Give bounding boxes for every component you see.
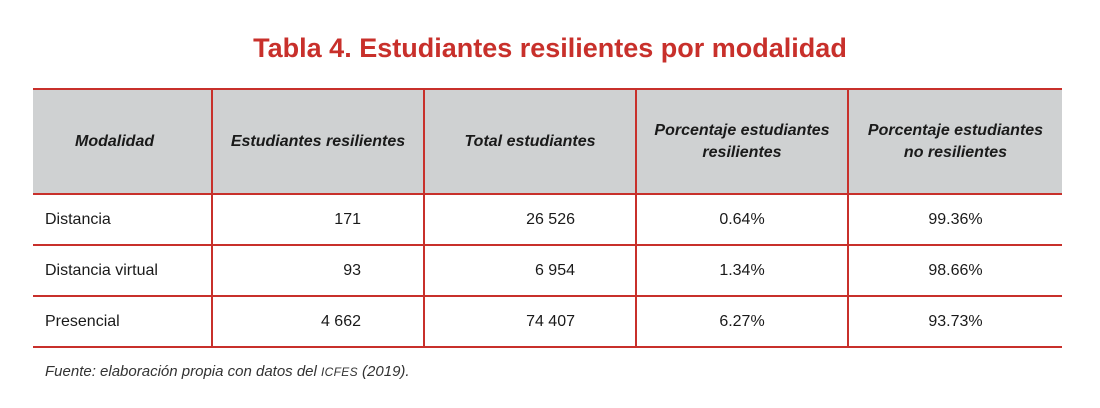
cell-estudiantes-resilientes: 4 662 [211, 295, 425, 348]
column-header-total-estudiantes: Total estudiantes [423, 88, 637, 195]
cell-total-estudiantes: 6 954 [423, 244, 637, 297]
cell-porcentaje-resilientes: 6.27% [635, 295, 849, 348]
source-note: Fuente: elaboración propia con datos del… [45, 363, 410, 380]
source-suffix: (2019). [357, 363, 410, 380]
cell-estudiantes-resilientes: 171 [211, 193, 425, 246]
resilient-students-table: Modalidad Estudiantes resilientes Total … [33, 88, 1062, 348]
source-prefix: Fuente: elaboración propia con datos del [45, 363, 322, 380]
cell-porcentaje-no-resilientes: 99.36% [847, 193, 1062, 246]
column-header-porcentaje-resilientes: Porcentaje estudiantes resilientes [635, 88, 849, 195]
source-org: ICFES [321, 365, 358, 379]
cell-porcentaje-no-resilientes: 93.73% [847, 295, 1062, 348]
table-title: Tabla 4. Estudiantes resilientes por mod… [253, 33, 847, 63]
cell-total-estudiantes: 74 407 [423, 295, 637, 348]
cell-modalidad: Presencial [33, 295, 213, 348]
table-row: Presencial 4 662 74 407 6.27% 93.73% [33, 295, 1062, 348]
cell-total-estudiantes: 26 526 [423, 193, 637, 246]
table-header-row: Modalidad Estudiantes resilientes Total … [33, 88, 1062, 195]
cell-porcentaje-no-resilientes: 98.66% [847, 244, 1062, 297]
column-header-estudiantes-resilientes: Estudiantes resilientes [211, 88, 425, 195]
cell-porcentaje-resilientes: 0.64% [635, 193, 849, 246]
table-row: Distancia 171 26 526 0.64% 99.36% [33, 193, 1062, 246]
column-header-porcentaje-no-resilientes: Porcentaje estudiantes no resilientes [847, 88, 1062, 195]
column-header-modalidad: Modalidad [33, 88, 213, 195]
cell-modalidad: Distancia [33, 193, 213, 246]
cell-porcentaje-resilientes: 1.34% [635, 244, 849, 297]
cell-modalidad: Distancia virtual [33, 244, 213, 297]
table-row: Distancia virtual 93 6 954 1.34% 98.66% [33, 244, 1062, 297]
cell-estudiantes-resilientes: 93 [211, 244, 425, 297]
